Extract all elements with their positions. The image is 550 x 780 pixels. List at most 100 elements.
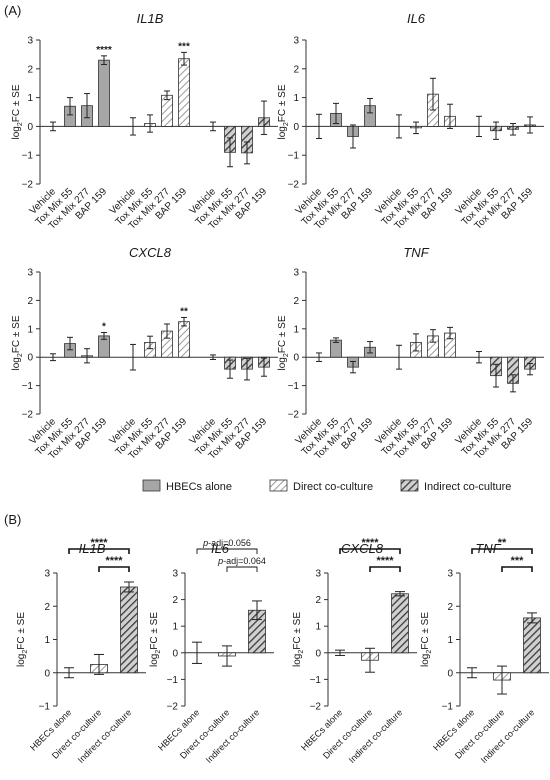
legend-label-direct: Direct co-culture — [293, 481, 373, 493]
significance-bracket — [68, 548, 130, 554]
significance-bracket — [226, 566, 258, 572]
y-tick-label: 3 — [172, 569, 178, 580]
y-tick-label: 1 — [293, 324, 299, 335]
significance-marker: **** — [96, 45, 112, 56]
y-tick-label: −2 — [310, 702, 322, 713]
legend: HBECs alone Direct co-culture Indirect c… — [142, 479, 511, 493]
y-axis-label: log2FC ± SE — [16, 612, 29, 667]
panel-b-label: (B) — [4, 512, 21, 527]
y-tick-label: 3 — [27, 268, 33, 279]
x-tick-label: Indirect co-culture — [479, 707, 537, 765]
significance-label: **** — [90, 537, 108, 549]
legend-swatch-hbecs — [142, 479, 161, 492]
y-axis-label: log2FC ± SE — [420, 612, 433, 667]
x-tick-label: Indirect co-culture — [76, 707, 134, 765]
bar — [98, 59, 110, 127]
y-tick-label: 1 — [172, 622, 178, 633]
significance-bracket — [369, 566, 401, 572]
significance-bracket — [501, 566, 533, 572]
y-axis-label: log2FC ± SE — [149, 612, 162, 667]
x-tick-label: Indirect co-culture — [204, 707, 262, 765]
y-tick-label: 0 — [293, 122, 299, 133]
significance-bracket — [339, 548, 401, 554]
y-tick-label: 0 — [293, 353, 299, 364]
bar — [178, 321, 190, 358]
significance-label: *** — [511, 555, 525, 567]
significance-label: p-adj=0.056 — [202, 538, 251, 548]
y-tick-label: 3 — [27, 36, 33, 47]
y-tick-label: 1 — [293, 93, 299, 104]
y-tick-label: 0 — [315, 648, 321, 659]
y-tick-label: 2 — [293, 296, 299, 307]
y-tick-label: 3 — [447, 569, 453, 580]
y-tick-label: −1 — [288, 381, 300, 392]
y-tick-label: −2 — [288, 180, 300, 191]
y-tick-label: 1 — [27, 324, 33, 335]
legend-swatch-direct — [269, 479, 288, 492]
y-tick-label: −1 — [442, 702, 454, 713]
significance-bracket — [471, 548, 533, 554]
bar — [391, 593, 409, 654]
y-tick-label: −2 — [167, 702, 179, 713]
y-tick-label: 3 — [315, 569, 321, 580]
y-axis-label: log2FC ± SE — [277, 84, 290, 139]
y-tick-label: 2 — [447, 602, 453, 613]
significance-marker: * — [102, 321, 106, 332]
panel-a-label: (A) — [4, 3, 21, 18]
y-tick-label: −1 — [167, 675, 179, 686]
y-tick-label: −2 — [22, 410, 34, 421]
y-tick-label: 0 — [447, 668, 453, 679]
legend-label-hbecs: HBECs alone — [166, 481, 232, 493]
chart-title: CXCL8 — [129, 245, 172, 260]
significance-marker: ** — [180, 306, 188, 317]
y-tick-label: 0 — [44, 668, 50, 679]
y-tick-label: 2 — [172, 595, 178, 606]
y-axis-label: log2FC ± SE — [11, 315, 24, 370]
significance-marker: *** — [178, 41, 190, 52]
y-tick-label: 2 — [27, 296, 33, 307]
significance-bracket — [196, 548, 258, 554]
y-tick-label: −1 — [288, 151, 300, 162]
chart-title: IL6 — [211, 541, 230, 556]
y-tick-label: 2 — [44, 602, 50, 613]
y-tick-label: 2 — [293, 64, 299, 75]
y-tick-label: −1 — [22, 151, 34, 162]
bar — [120, 586, 138, 674]
y-tick-label: −1 — [39, 702, 51, 713]
significance-label: **** — [361, 537, 379, 549]
y-tick-label: 1 — [27, 93, 33, 104]
y-tick-label: 2 — [27, 64, 33, 75]
y-tick-label: 3 — [44, 569, 50, 580]
y-tick-label: 3 — [293, 268, 299, 279]
y-axis-label: log2FC ± SE — [11, 84, 24, 139]
y-tick-label: −1 — [310, 675, 322, 686]
y-tick-label: 0 — [172, 648, 178, 659]
significance-bracket — [98, 566, 130, 572]
chart-title: IL1B — [137, 11, 164, 26]
y-tick-label: 1 — [315, 622, 321, 633]
x-tick-label: Indirect co-culture — [347, 707, 405, 765]
significance-label: ** — [498, 537, 507, 549]
significance-label: **** — [376, 555, 394, 567]
significance-label: **** — [105, 555, 123, 567]
y-axis-label: log2FC ± SE — [292, 612, 305, 667]
chart-title: TNF — [403, 245, 429, 260]
y-tick-label: 2 — [315, 595, 321, 606]
bar — [523, 617, 541, 674]
y-tick-label: 0 — [27, 353, 33, 364]
y-axis-label: log2FC ± SE — [277, 315, 290, 370]
bar — [178, 58, 190, 127]
y-tick-label: 3 — [293, 36, 299, 47]
legend-swatch-indirect — [400, 479, 419, 492]
y-tick-label: 1 — [44, 635, 50, 646]
